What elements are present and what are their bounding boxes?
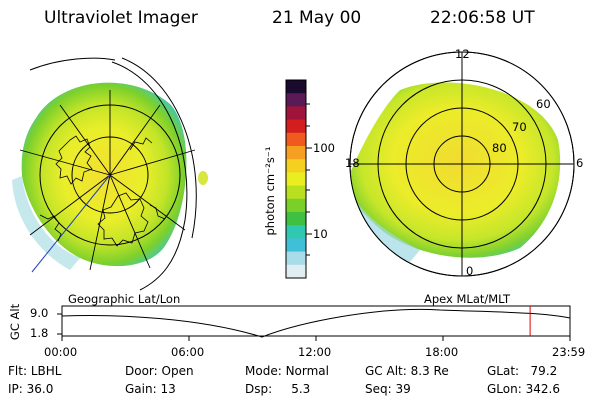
colorbar-segment xyxy=(286,172,306,187)
timeline-xtick: 23:59 xyxy=(552,345,586,359)
info-gain: Gain: 13 xyxy=(125,382,176,396)
colorbar-segment xyxy=(286,185,306,200)
lat-label-60: 60 xyxy=(536,97,551,111)
geographic-map xyxy=(12,57,208,291)
info-ip: IP: 36.0 xyxy=(8,382,54,396)
mlt-label-left: 18 xyxy=(345,156,360,170)
date-label: 21 May 00 xyxy=(272,8,362,28)
colorbar-segment xyxy=(286,198,306,213)
colorbar-segment xyxy=(286,106,306,121)
aurora-left xyxy=(21,82,187,267)
colorbar-segment xyxy=(286,119,306,134)
right-panel-label: Apex MLat/MLT xyxy=(424,292,511,306)
aurora-right xyxy=(350,82,561,258)
colorbar-segment xyxy=(286,93,306,107)
aurora-left-fringe xyxy=(12,176,80,270)
timeline-xtick: 18:00 xyxy=(425,345,459,359)
info-seq: Seq: 39 xyxy=(365,382,411,396)
timeline-xtick: 00:00 xyxy=(44,345,78,359)
mlt-label-bottom: 0 xyxy=(466,264,474,278)
colorbar-segment xyxy=(286,212,306,226)
colorbar-segment xyxy=(286,80,306,94)
timeline-ymax: 9.0 xyxy=(30,306,49,320)
aurora-spot xyxy=(198,171,208,185)
lat-label-80: 80 xyxy=(492,141,507,155)
info-dsp: Dsp: 5.3 xyxy=(245,382,311,396)
timeline-ymin: 1.8 xyxy=(30,326,49,340)
altitude-curve xyxy=(61,308,571,338)
mlt-label-right: 6 xyxy=(576,156,584,170)
info-gcalt: GC Alt: 8.3 Re xyxy=(365,364,449,378)
colorbar-segment xyxy=(286,264,306,279)
lat-label-70: 70 xyxy=(512,120,527,134)
info-glon: GLon: 342.6 xyxy=(487,382,560,396)
timeline-xtick: 06:00 xyxy=(171,345,205,359)
colorbar xyxy=(285,79,312,279)
magnetic-polar-plot xyxy=(349,51,575,277)
colorbar-tick-10: 10 xyxy=(313,227,328,241)
info-mode: Mode: Normal xyxy=(245,364,329,378)
colorbar-segment xyxy=(286,225,306,239)
colorbar-segment xyxy=(286,146,306,160)
time-label: 22:06:58 UT xyxy=(430,8,535,28)
colorbar-segment xyxy=(286,132,306,147)
info-glat: GLat: 79.2 xyxy=(487,364,558,378)
colorbar-segment xyxy=(286,251,306,266)
timeline-ylabel: GC Alt xyxy=(8,303,22,341)
colorbar-unit-label: photon cm⁻²s⁻¹ xyxy=(263,146,277,236)
left-panel-label: Geographic Lat/Lon xyxy=(68,292,181,306)
colorbar-segment xyxy=(286,159,306,173)
timeline-xtick: 12:00 xyxy=(298,345,332,359)
altitude-timeline xyxy=(57,305,571,341)
mlt-label-top: 12 xyxy=(455,47,470,61)
colorbar-segment xyxy=(286,238,306,253)
info-flt: Flt: LBHL xyxy=(8,364,62,378)
colorbar-tick-100: 100 xyxy=(313,141,335,155)
info-door: Door: Open xyxy=(125,364,194,378)
app-title: Ultraviolet Imager xyxy=(44,8,198,28)
